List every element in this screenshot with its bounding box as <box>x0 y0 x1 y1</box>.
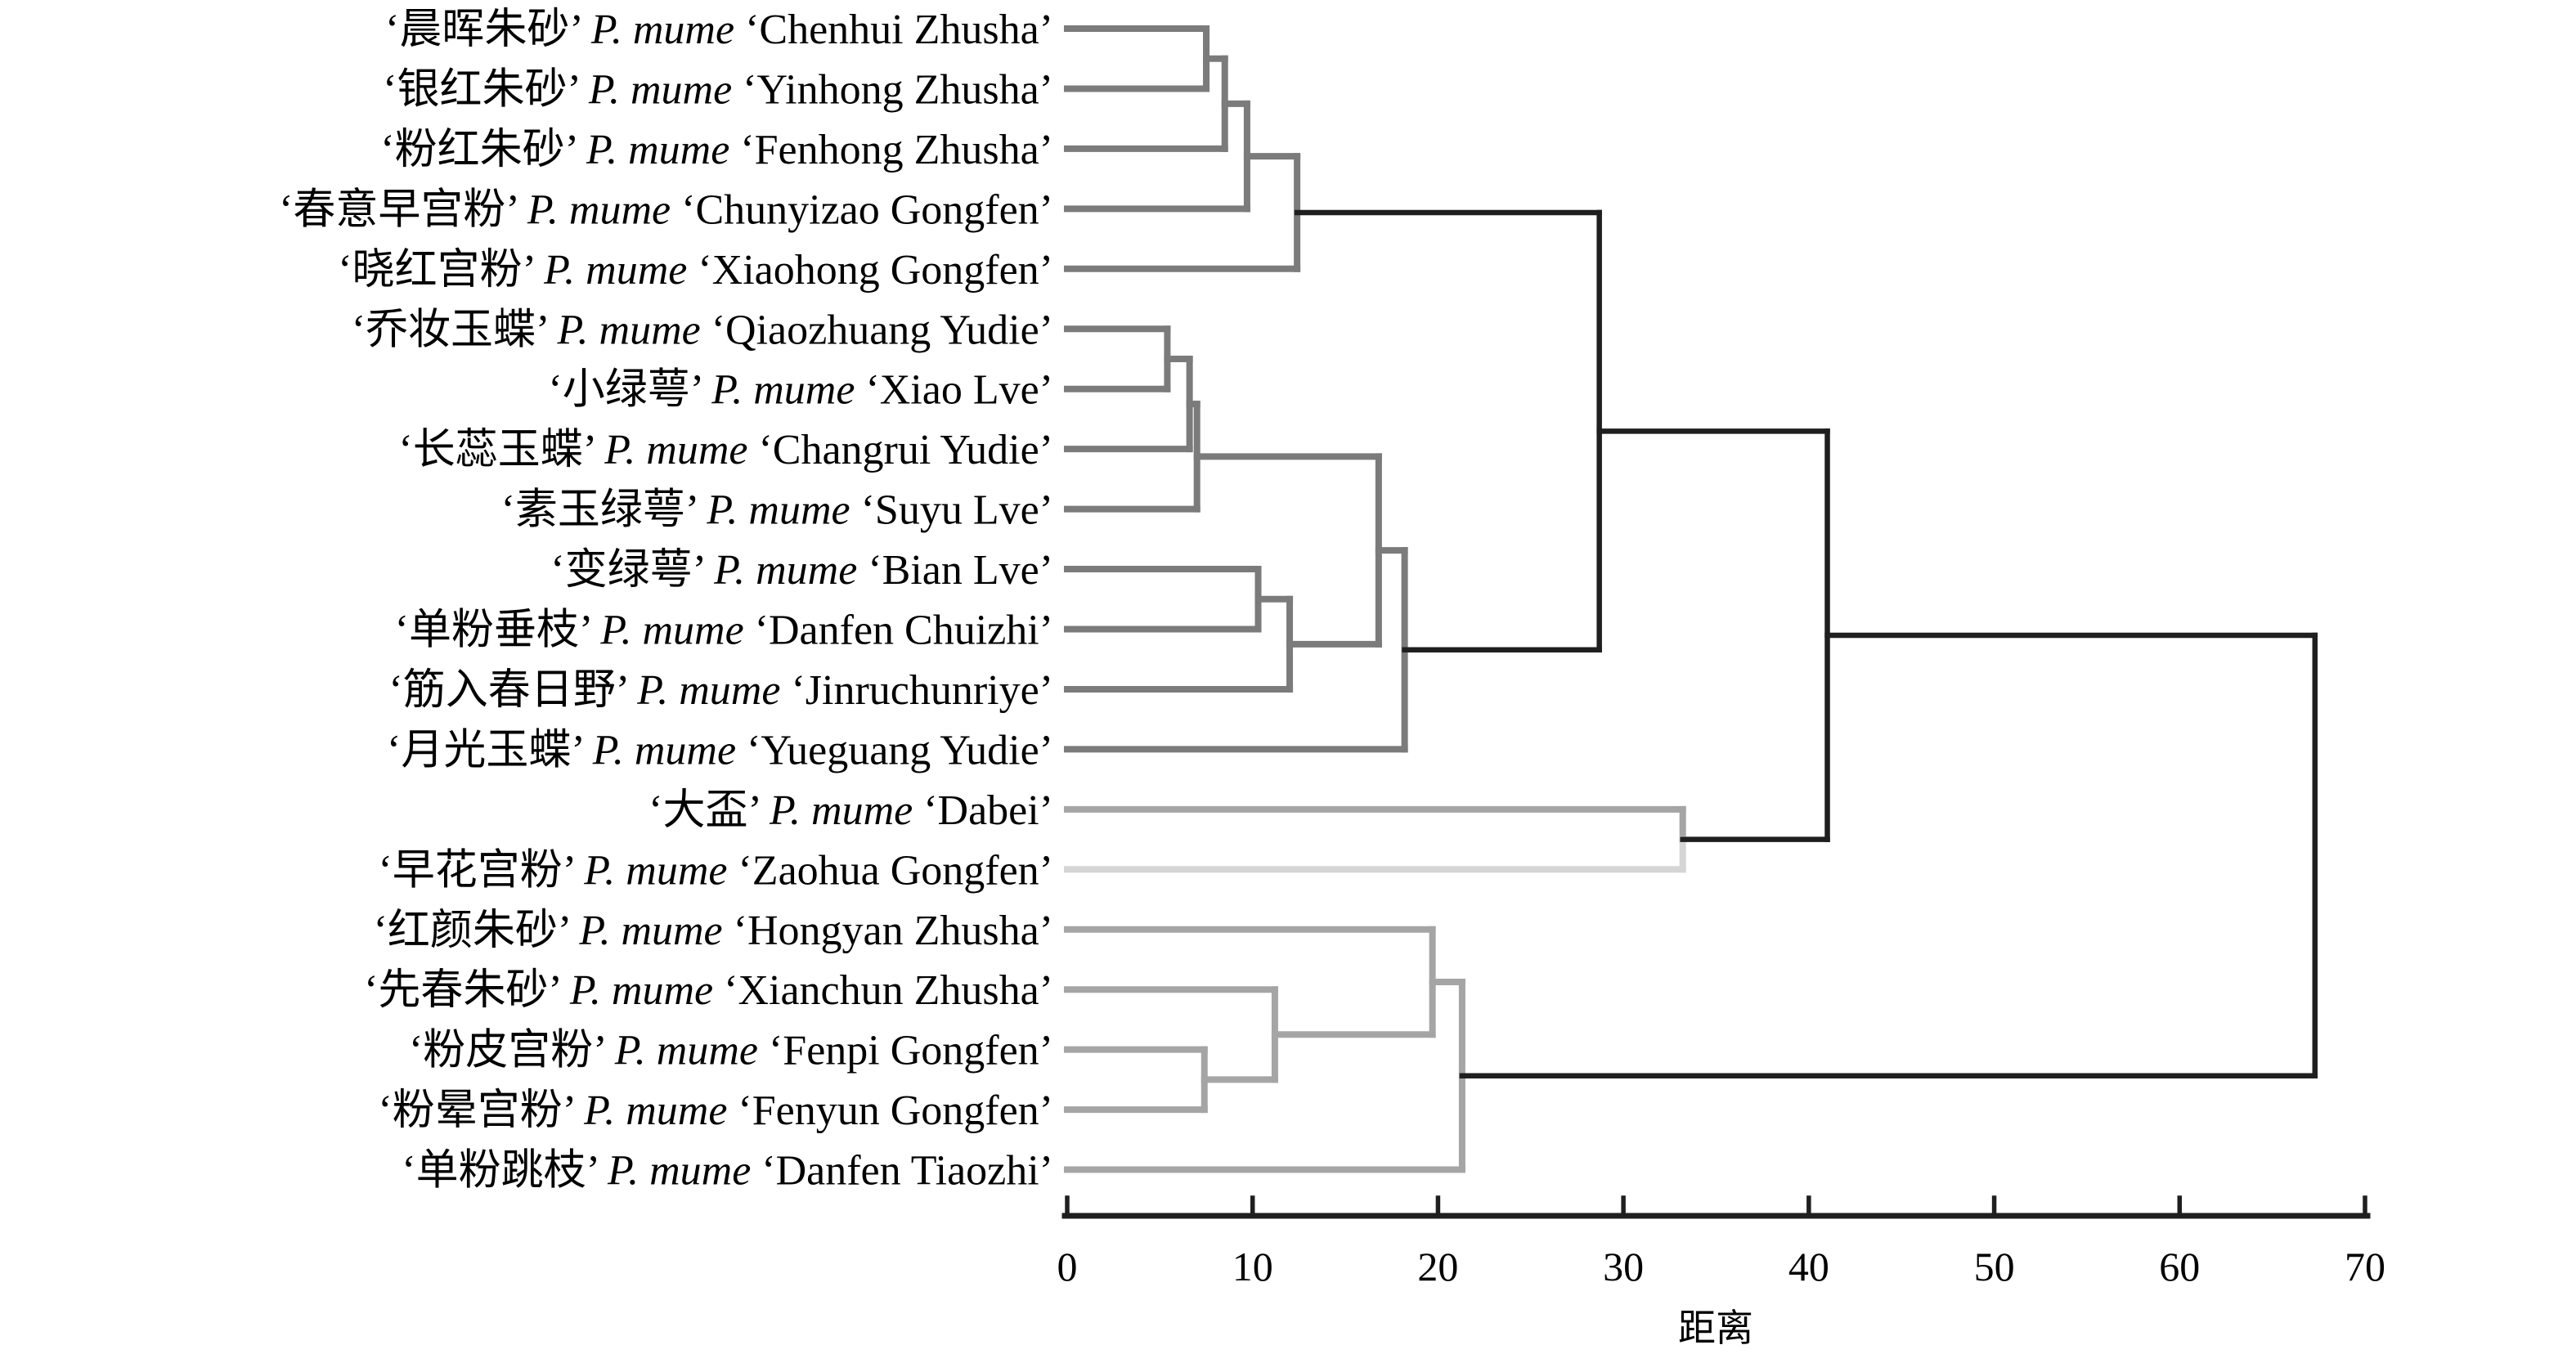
x-axis-tick-label-70: 70 <box>2345 1244 2385 1289</box>
leaf-label-qiaozhuang-yudie: ‘乔妆玉蝶’ P. mume ‘Qiaozhuang Yudie’ <box>352 307 1053 353</box>
x-axis-tick-label-0: 0 <box>1057 1244 1078 1289</box>
leaf-label-bian-lve: ‘变绿萼’ P. mume ‘Bian Lve’ <box>550 547 1053 594</box>
leaf-label-yueguang-yudie: ‘月光玉蝶’ P. mume ‘Yueguang Yudie’ <box>387 727 1053 773</box>
x-axis-tick-label-60: 60 <box>2159 1244 2200 1289</box>
x-axis-tick-label-50: 50 <box>1974 1244 2015 1289</box>
x-axis-tick-label-10: 10 <box>1232 1244 1273 1289</box>
x-axis-tick-label-30: 30 <box>1603 1244 1644 1289</box>
x-axis-tick-label-20: 20 <box>1417 1244 1458 1289</box>
x-axis-title: 距离 <box>1678 1307 1753 1349</box>
leaf-label-zaohua-gongfen: ‘早花宫粉’ P. mume ‘Zaohua Gongfen’ <box>378 847 1053 894</box>
leaf-label-dabei: ‘大盃’ P. mume ‘Dabei’ <box>648 787 1053 834</box>
leaf-label-hongyan-zhusha: ‘红颜朱砂’ P. mume ‘Hongyan Zhusha’ <box>374 908 1053 954</box>
leaf-label-xianchun-zhusha: ‘先春朱砂’ P. mume ‘Xianchun Zhusha’ <box>364 967 1053 1014</box>
leaf-label-fenhong-zhusha: ‘粉红朱砂’ P. mume ‘Fenhong Zhusha’ <box>380 127 1053 173</box>
tree-links-layer <box>1064 25 2318 1173</box>
leaf-label-changrui-yudie: ‘长蕊玉蝶’ P. mume ‘Changrui Yudie’ <box>398 427 1053 473</box>
x-axis-tick-label-40: 40 <box>1788 1244 1829 1289</box>
leaf-label-yinhong-zhusha: ‘银红朱砂’ P. mume ‘Yinhong Zhusha’ <box>383 66 1053 113</box>
leaf-label-xiao-lve: ‘小绿萼’ P. mume ‘Xiao Lve’ <box>548 367 1053 414</box>
leaf-label-danfen-chuizhi: ‘单粉垂枝’ P. mume ‘Danfen Chuizhi’ <box>395 608 1053 654</box>
x-axis-layer: 距离 0 10 20 30 40 50 60 70 <box>1057 1195 2385 1349</box>
leaf-label-jinruchunriye: ‘筋入春日野’ P. mume ‘Jinruchunriye’ <box>388 667 1053 714</box>
leaf-label-danfen-tiaozhi: ‘单粉跳枝’ P. mume ‘Danfen Tiaozhi’ <box>402 1148 1053 1195</box>
leaf-label-fenpi-gongfen: ‘粉皮宫粉’ P. mume ‘Fenpi Gongfen’ <box>409 1028 1053 1074</box>
leaf-label-suyu-lve: ‘素玉绿萼’ P. mume ‘Suyu Lve’ <box>501 487 1053 534</box>
leaf-label-chenhui-zhusha: ‘晨晖朱砂’ P. mume ‘Chenhui Zhusha’ <box>385 7 1053 53</box>
leaf-label-xiaohong-gongfen: ‘晓红宫粉’ P. mume ‘Xiaohong Gongfen’ <box>338 247 1053 294</box>
leaf-label-chunyizao-gongfen: ‘春意早宫粉’ P. mume ‘Chunyizao Gongfen’ <box>279 186 1053 233</box>
leaf-labels-layer: ‘晨晖朱砂’ P. mume ‘Chenhui Zhusha’ ‘银红朱砂’ P.… <box>279 7 1053 1195</box>
leaf-label-fenyun-gongfen: ‘粉晕宫粉’ P. mume ‘Fenyun Gongfen’ <box>378 1087 1053 1134</box>
